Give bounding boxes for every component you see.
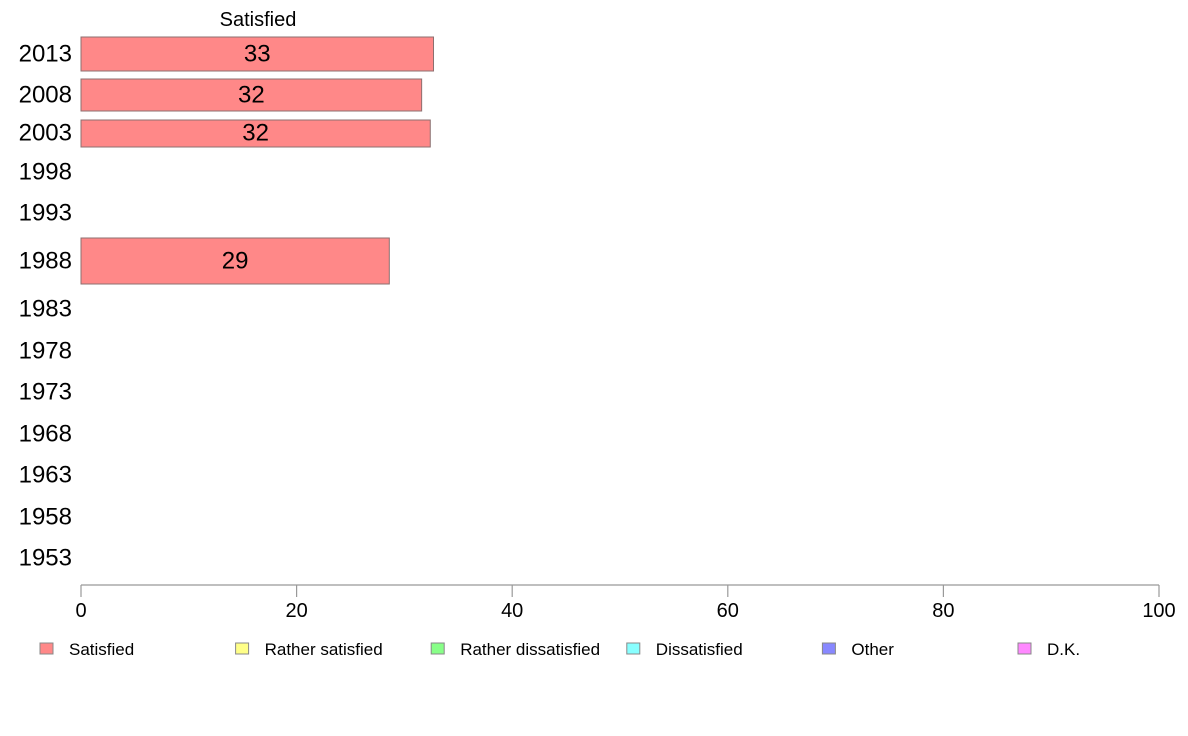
bar-value-label: 29 <box>222 248 249 275</box>
legend-item: Satisfied <box>39 640 134 659</box>
bar-segment <box>80 36 435 72</box>
bar-segment <box>80 237 390 285</box>
legend-label: Other <box>851 640 894 659</box>
legend-label: Satisfied <box>69 640 134 659</box>
year-label: 1983 <box>19 296 72 323</box>
year-labels: 2013 2008 2003 1998 1993 1988 1983 1978 1973 1968… <box>19 41 72 572</box>
legend-label: Dissatisfied <box>656 640 743 659</box>
bar-value-label: 32 <box>242 120 269 147</box>
year-label: 1978 <box>19 338 72 365</box>
bar-value-label: 33 <box>244 41 271 68</box>
legend-label: Rather dissatisfied <box>460 640 600 659</box>
column-label: Satisfied <box>220 9 297 31</box>
legend-swatch <box>39 642 54 655</box>
legend-item: Rather satisfied <box>235 640 383 659</box>
legend-swatch <box>626 642 641 655</box>
year-label: 2003 <box>19 120 72 147</box>
year-label: 1958 <box>19 504 72 531</box>
year-label: 1998 <box>19 159 72 186</box>
year-label: 2013 <box>19 41 72 68</box>
x-axis: 0 20 40 60 80 100 <box>75 584 1176 622</box>
legend-swatch <box>1017 642 1032 655</box>
x-tick-label: 80 <box>932 600 954 622</box>
legend-item: Dissatisfied <box>626 640 743 659</box>
x-tick-label: 0 <box>75 600 86 622</box>
legend: Satisfied Rather satisfied Rather dissatis… <box>39 640 1080 659</box>
legend-swatch <box>821 642 836 655</box>
x-tick-label: 20 <box>285 600 307 622</box>
legend-label: Rather satisfied <box>265 640 383 659</box>
x-tick-label: 40 <box>501 600 523 622</box>
legend-item: D.K. <box>1017 640 1080 659</box>
year-label: 2008 <box>19 82 72 109</box>
year-label: 1968 <box>19 421 72 448</box>
legend-swatch <box>235 642 250 655</box>
bars-group: 33 32 32 29 <box>80 36 435 285</box>
legend-item: Other <box>821 640 894 659</box>
legend-item: Rather dissatisfied <box>430 640 600 659</box>
year-label: 1993 <box>19 200 72 227</box>
bar-segment <box>80 119 431 148</box>
year-label: 1953 <box>19 545 72 572</box>
year-label: 1963 <box>19 462 72 489</box>
legend-label: D.K. <box>1047 640 1080 659</box>
bar-segment <box>80 78 423 112</box>
year-label: 1973 <box>19 379 72 406</box>
bar-value-label: 32 <box>238 82 265 109</box>
legend-swatch <box>430 642 445 655</box>
year-label: 1988 <box>19 248 72 275</box>
x-tick-label: 60 <box>717 600 739 622</box>
x-tick-label: 100 <box>1142 600 1175 622</box>
